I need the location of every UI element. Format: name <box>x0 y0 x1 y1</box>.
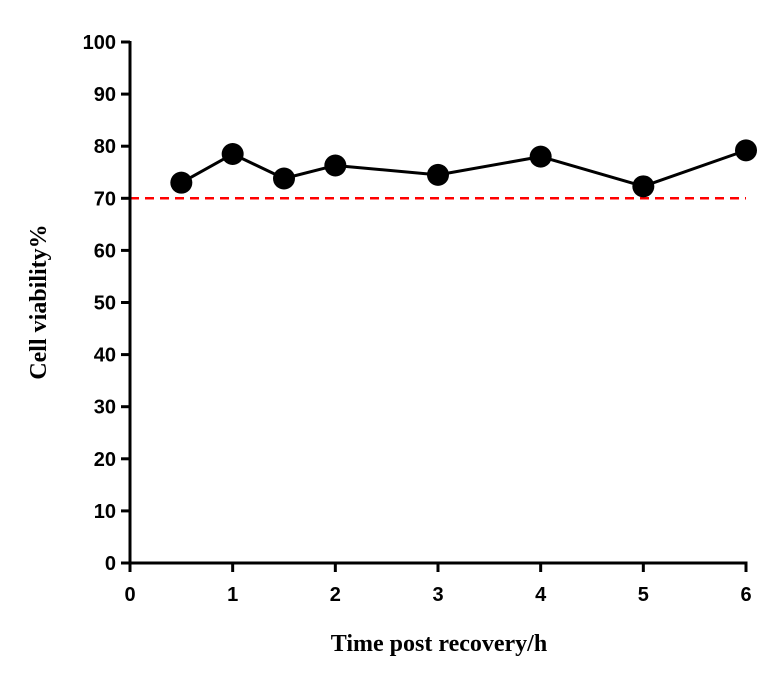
y-axis-title: Cell viability% <box>26 224 52 379</box>
x-tick-label: 5 <box>638 584 649 606</box>
data-point <box>170 171 193 194</box>
x-tick-label: 4 <box>535 584 547 606</box>
x-tick-label: 2 <box>330 584 341 606</box>
y-tick-label: 20 <box>94 449 116 471</box>
data-point <box>529 145 552 168</box>
y-tick-label: 50 <box>94 293 116 315</box>
data-points <box>170 139 757 198</box>
data-point <box>324 154 347 177</box>
x-tick-label: 6 <box>740 584 751 606</box>
data-point <box>427 163 449 186</box>
axes: 0 10 20 30 40 50 60 70 80 90 100 0 1 2 3 4 5 6 <box>83 32 752 606</box>
y-tick-label: 90 <box>94 84 116 106</box>
data-point <box>735 139 757 162</box>
y-tick-label: 80 <box>94 136 116 158</box>
y-tick-label: 60 <box>94 240 116 262</box>
y-tick-label: 100 <box>83 32 116 54</box>
y-tick-label: 30 <box>94 397 116 419</box>
data-point <box>273 167 295 190</box>
x-axis-title: Time post recovery/h <box>331 631 547 657</box>
y-tick-label: 70 <box>94 188 116 210</box>
series-line-layer <box>180 148 747 188</box>
y-tick-label: 0 <box>105 553 116 575</box>
y-tick-label: 10 <box>94 501 116 523</box>
series-line <box>180 148 747 188</box>
data-point <box>632 175 655 198</box>
x-tick-label: 3 <box>432 584 443 606</box>
data-point <box>221 143 244 166</box>
x-tick-label: 0 <box>124 584 135 606</box>
y-tick-label: 40 <box>94 345 116 367</box>
x-tick-label: 1 <box>227 584 238 606</box>
